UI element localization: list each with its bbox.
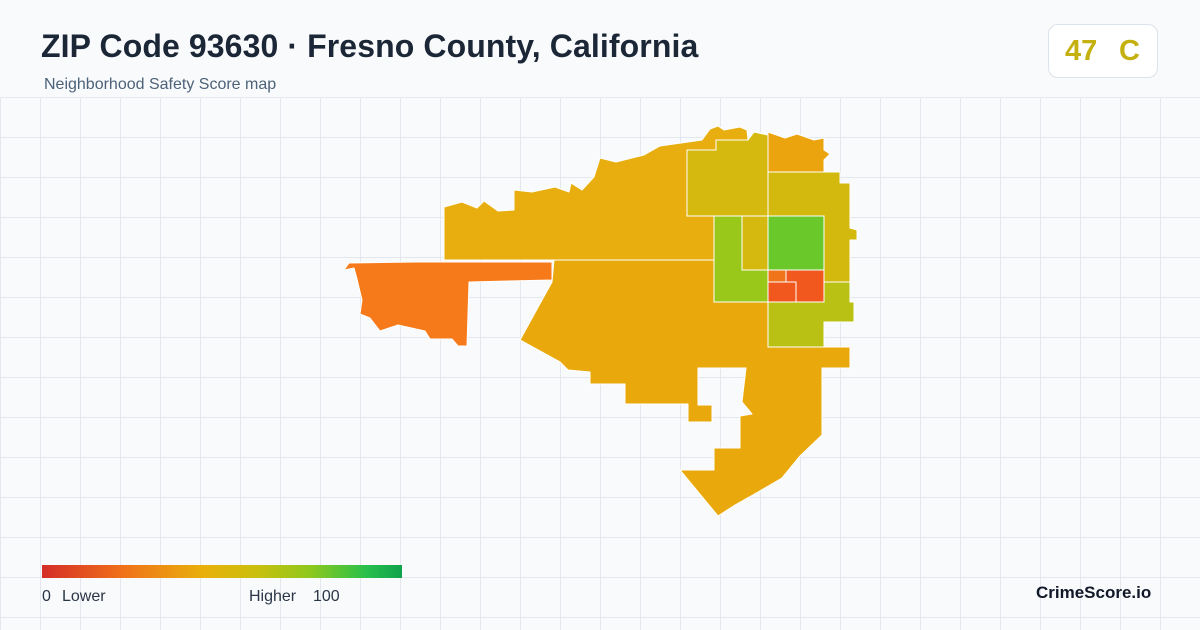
map-tract-green-mid[interactable] bbox=[741, 215, 769, 271]
page-title: ZIP Code 93630 · Fresno County, Californ… bbox=[41, 28, 699, 64]
map-tract-northeast[interactable] bbox=[767, 131, 831, 173]
score-value: 47 bbox=[1065, 35, 1098, 67]
map-tract-small-orange[interactable] bbox=[767, 269, 787, 283]
map-tract-bright-green[interactable] bbox=[767, 215, 825, 271]
header: ZIP Code 93630 · Fresno County, Californ… bbox=[0, 0, 1200, 97]
legend-color-scale bbox=[42, 565, 402, 578]
score-grade: C bbox=[1119, 35, 1140, 67]
score-badge: 47 C bbox=[1048, 24, 1158, 78]
page-subtitle: Neighborhood Safety Score map bbox=[44, 76, 277, 93]
legend-lower-label: Lower bbox=[62, 588, 106, 605]
map-tract-red-west[interactable] bbox=[767, 281, 797, 303]
legend-max-label: 100 bbox=[313, 588, 340, 605]
legend-higher-label: Higher bbox=[249, 588, 297, 605]
map-tract-lower-olive[interactable] bbox=[767, 281, 855, 348]
brand-logo-text: CrimeScore.io bbox=[1036, 583, 1152, 602]
map-tract-west[interactable] bbox=[343, 261, 553, 347]
legend-min-label: 0 bbox=[42, 588, 51, 605]
